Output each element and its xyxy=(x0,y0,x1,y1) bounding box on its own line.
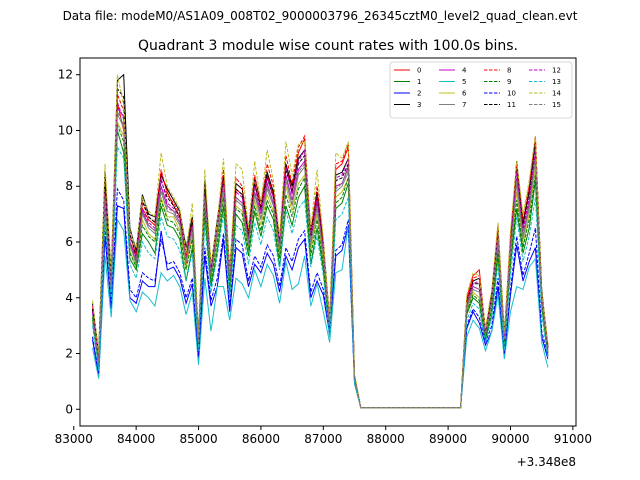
series-line-9 xyxy=(92,124,549,409)
x-tick-label: 88000 xyxy=(367,432,405,446)
legend-label-7: 7 xyxy=(462,101,466,109)
legend-label-10: 10 xyxy=(507,90,516,98)
legend-label-12: 12 xyxy=(552,67,561,75)
series-line-10 xyxy=(92,187,549,409)
x-axis: 83000 84000 85000 86000 87000 88000 89000 90000… xyxy=(55,426,592,446)
series-line-6 xyxy=(92,121,549,409)
y-tick-label: 4 xyxy=(65,291,73,305)
x-tick-label: 83000 xyxy=(55,432,93,446)
series-line-15 xyxy=(92,110,549,409)
plot-area: 83000 84000 85000 86000 87000 88000 89000 90000… xyxy=(55,57,592,469)
legend-label-6: 6 xyxy=(462,90,467,98)
y-tick-label: 10 xyxy=(58,123,73,137)
x-tick-label: 84000 xyxy=(117,432,155,446)
y-tick-label: 2 xyxy=(65,347,73,361)
y-tick-label: 12 xyxy=(58,68,73,82)
series-layer xyxy=(92,73,549,409)
series-line-13 xyxy=(92,145,549,409)
y-axis: 0 2 4 6 8 10 12 xyxy=(58,68,80,416)
series-line-3 xyxy=(92,73,549,409)
legend-label-9: 9 xyxy=(507,78,511,86)
series-line-5 xyxy=(92,217,549,409)
x-tick-label: 91000 xyxy=(554,432,592,446)
y-tick-label: 6 xyxy=(65,235,73,249)
x-tick-label: 90000 xyxy=(491,432,529,446)
x-tick-label: 89000 xyxy=(429,432,467,446)
x-tick-label: 87000 xyxy=(304,432,342,446)
series-line-2 xyxy=(92,205,549,409)
series-line-12 xyxy=(92,102,549,409)
legend-label-15: 15 xyxy=(552,101,561,109)
series-line-8 xyxy=(92,94,549,409)
y-tick-label: 8 xyxy=(65,179,73,193)
suptitle: Data file: modeM0/AS1A09_008T02_90000037… xyxy=(63,9,578,23)
x-tick-label: 86000 xyxy=(242,432,280,446)
legend-label-0: 0 xyxy=(417,67,421,75)
legend-label-11: 11 xyxy=(507,101,516,109)
legend-label-8: 8 xyxy=(507,67,511,75)
legend-label-13: 13 xyxy=(552,78,561,86)
series-line-1 xyxy=(92,130,549,409)
legend-label-5: 5 xyxy=(462,78,466,86)
series-line-14 xyxy=(92,74,549,409)
y-tick-label: 0 xyxy=(65,402,73,416)
legend-label-14: 14 xyxy=(552,90,561,98)
x-offset-label: +3.348e8 xyxy=(517,455,576,469)
chart-title: Quadrant 3 module wise count rates with … xyxy=(138,38,518,54)
legend-label-1: 1 xyxy=(417,78,421,86)
legend-label-3: 3 xyxy=(417,101,421,109)
legend-label-4: 4 xyxy=(462,67,467,75)
legend-frame xyxy=(389,61,573,119)
x-tick-label: 85000 xyxy=(179,432,217,446)
legend-label-2: 2 xyxy=(417,90,421,98)
